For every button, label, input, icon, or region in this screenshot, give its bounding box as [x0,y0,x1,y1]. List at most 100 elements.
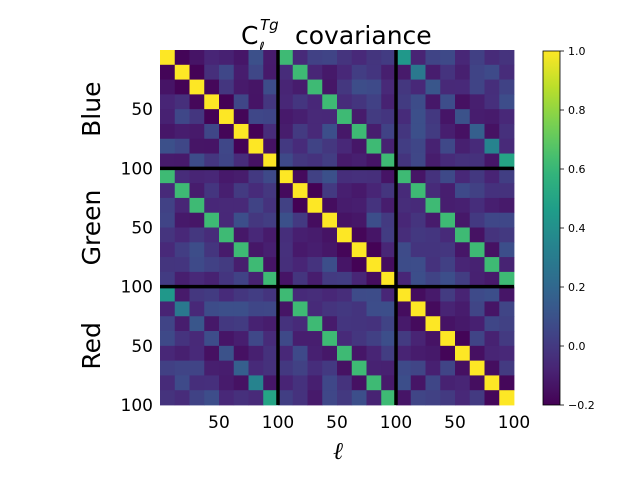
heatmap-cell [219,390,235,406]
heatmap-cell [396,212,412,228]
heatmap-cell [455,271,471,288]
y-tick-label: 100 [121,396,153,416]
heatmap-cell [219,360,235,376]
heatmap-cell [160,375,176,391]
heatmap-cell [469,360,485,376]
heatmap-cell [351,123,367,140]
heatmap-cell [160,227,176,243]
heatmap-cell [396,345,412,362]
heatmap-cell [233,168,249,184]
heatmap-cell [469,375,485,391]
heatmap-cell [499,79,515,95]
heatmap-cell [278,242,294,258]
heatmap-cell [337,138,353,154]
heatmap-cell [322,390,338,406]
heatmap-cell [160,168,176,184]
heatmap-cell [381,375,397,391]
heatmap-cell [381,257,397,273]
heatmap-cell [381,286,397,302]
heatmap-cell [219,183,235,199]
heatmap-cell [484,286,500,302]
heatmap-cell [484,301,500,317]
heatmap-cell [366,375,382,391]
heatmap-cell [204,153,220,169]
heatmap-cell [278,212,294,228]
heatmap-cell [440,183,456,199]
heatmap-cell [278,331,294,347]
heatmap-cell [233,153,249,169]
heatmap-cell [189,257,205,273]
heatmap-cell [292,360,308,376]
heatmap-cell [307,168,323,184]
heatmap-cell [366,50,382,66]
heatmap-cell [366,345,382,362]
heatmap-cell [499,153,515,169]
heatmap-cell [233,183,249,199]
heatmap-cell [219,94,235,110]
heatmap-cell [440,212,456,228]
heatmap-cell [410,257,426,273]
block-separators [160,50,514,405]
heatmap-cell [410,109,426,125]
heatmap-cell [366,301,382,317]
heatmap-cell [499,257,515,273]
heatmap-cell [292,183,308,199]
heatmap-cell [160,242,176,258]
heatmap-cell [455,197,471,214]
heatmap-cell [174,153,190,169]
heatmap-cell [499,271,515,288]
heatmap-cell [396,109,412,125]
heatmap-cell [410,94,426,110]
heatmap-cell [219,197,235,214]
heatmap-cell [455,301,471,317]
heatmap-cell [307,183,323,199]
heatmap-cell [396,183,412,199]
heatmap-cell [455,79,471,95]
heatmap-cell [307,138,323,154]
colorbar: 1.0 0.8 0.6 0.4 0.2 0.0 −0.2 [542,45,595,412]
heatmap-cell [366,94,382,110]
heatmap-cell [396,64,412,80]
heatmap-cell [174,345,190,362]
heatmap-cell [263,123,279,140]
x-tick-label: 50 [444,413,466,433]
heatmap-cell [440,360,456,376]
heatmap-cell [233,257,249,273]
heatmap-cell [351,316,367,332]
heatmap-cell [219,271,235,288]
heatmap-cell [410,242,426,258]
heatmap-cell [455,227,471,243]
heatmap-cell [189,227,205,243]
colorbar-tick-label: −0.2 [568,399,595,412]
heatmap-cell [410,227,426,243]
heatmap-cell [469,390,485,406]
heatmap-cell [278,286,294,302]
heatmap-cell [204,316,220,332]
heatmap-cell [337,331,353,347]
heatmap-cell [189,286,205,302]
heatmap-cell [292,94,308,110]
heatmap-cell [204,94,220,110]
heatmap-cell [248,345,264,362]
heatmap-cell [425,360,441,376]
heatmap-cell [278,79,294,95]
heatmap-cell [233,271,249,288]
heatmap-cell [337,227,353,243]
heatmap-cell [263,227,279,243]
heatmap-cell [233,212,249,228]
heatmap-cell [499,183,515,199]
heatmap-cell [440,286,456,302]
heatmap-cell [499,390,515,406]
heatmap-cell [219,168,235,184]
heatmap-cell [396,331,412,347]
heatmap-cell [263,286,279,302]
heatmap-cell [396,168,412,184]
heatmap-cell [307,360,323,376]
heatmap-cell [292,257,308,273]
heatmap-cell [307,301,323,317]
colorbar-tick-label: 1.0 [568,45,586,58]
heatmap-cell [160,153,176,169]
heatmap-cell [469,183,485,199]
heatmap-cell [351,109,367,125]
heatmap-cell [366,138,382,154]
